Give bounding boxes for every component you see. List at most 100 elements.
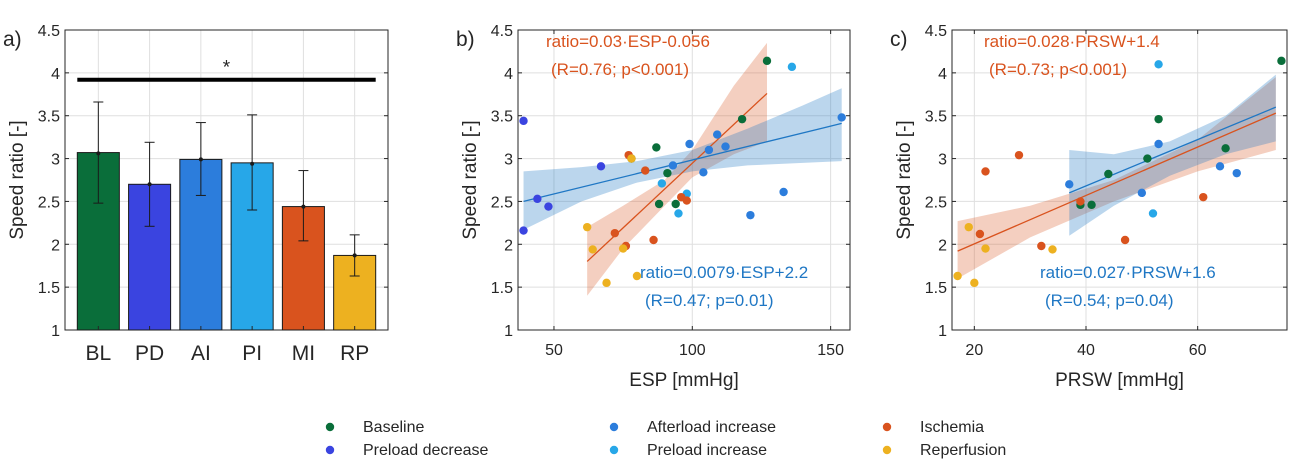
- point-ischemia: [1199, 192, 1208, 202]
- point-preload_increase: [1148, 209, 1158, 218]
- fit-stats-orange: (R=0.76; p<0.001): [551, 60, 689, 79]
- y-tick-label: 1: [51, 323, 60, 340]
- y-tick-label: 3.5: [925, 109, 947, 126]
- y-tick-label: 2: [504, 237, 513, 254]
- point-afterload_increase: [721, 142, 730, 151]
- point-afterload_increase: [1232, 168, 1241, 178]
- y-tick-label: 4: [51, 66, 60, 83]
- y-tick-label: 3: [938, 152, 947, 169]
- y-tick-label: 2.5: [925, 194, 947, 211]
- point-afterload_increase: [699, 168, 708, 177]
- panel-c: 1 1.5 2 2.5 3 3.5 4 4.5 Speed ratio [-] PRSW [mmH…: [890, 23, 1288, 391]
- y-tick-label: 2: [51, 237, 60, 254]
- x-tick-label: 40: [1077, 342, 1095, 359]
- point-reperfusion: [981, 244, 990, 253]
- y-tick-label: 1: [938, 323, 947, 340]
- x-axis-label: PRSW [mmHg]: [1055, 370, 1184, 391]
- y-tick-label: 4: [504, 66, 513, 83]
- mean-marker: [301, 204, 306, 209]
- panel-label: b): [456, 28, 475, 51]
- y-tick-label: 4.5: [925, 23, 947, 40]
- axes-frame: [64, 29, 389, 331]
- x-tick-label-RP: RP: [340, 342, 369, 365]
- y-tick-label: 1.5: [925, 280, 947, 297]
- mean-marker: [352, 253, 357, 258]
- y-tick-label: 4: [938, 66, 947, 83]
- point-preload_decrease: [596, 162, 606, 171]
- legend-label-afterload_increase: Afterload increase: [647, 419, 776, 436]
- x-axis-label: ESP [mmHg]: [629, 370, 738, 391]
- point-reperfusion: [627, 154, 636, 163]
- mean-marker: [198, 157, 203, 162]
- y-axis-label: Speed ratio [-]: [460, 120, 481, 239]
- point-baseline: [654, 199, 664, 209]
- point-ischemia: [981, 167, 990, 176]
- point-baseline: [671, 199, 680, 209]
- x-tick-label-MI: MI: [292, 342, 315, 365]
- y-tick-label: 3: [51, 152, 60, 169]
- x-tick-label-PD: PD: [135, 342, 164, 365]
- point-reperfusion: [1048, 245, 1057, 254]
- mean-marker: [250, 161, 255, 166]
- fit-equation-orange: ratio=0.03·ESP-0.056: [546, 32, 710, 51]
- point-baseline: [663, 168, 672, 178]
- point-afterload_increase: [1215, 162, 1225, 171]
- legend-label-ischemia: Ischemia: [920, 419, 984, 436]
- point-preload_increase: [1154, 60, 1163, 69]
- point-reperfusion: [602, 278, 611, 288]
- point-ischemia: [1120, 235, 1130, 245]
- y-axis-label: Speed ratio [-]: [7, 120, 28, 239]
- confidence-band-blue: [1069, 74, 1276, 236]
- point-preload_decrease: [519, 116, 528, 126]
- fit-stats-orange: (R=0.73; p<0.001): [989, 60, 1127, 79]
- point-baseline: [737, 114, 747, 124]
- x-tick-label: 60: [1189, 342, 1207, 359]
- point-ischemia: [610, 228, 620, 238]
- y-tick-label: 4.5: [38, 23, 60, 40]
- legend-marker-reperfusion: [882, 445, 892, 455]
- point-ischemia: [975, 229, 985, 239]
- legend-label-preload_decrease: Preload decrease: [363, 442, 489, 459]
- point-ischemia: [682, 196, 691, 205]
- point-afterload_increase: [713, 130, 722, 139]
- point-reperfusion: [588, 245, 597, 254]
- point-reperfusion: [618, 244, 628, 253]
- legend-marker-baseline: [325, 422, 335, 432]
- point-baseline: [1154, 114, 1163, 124]
- point-preload_decrease: [544, 202, 553, 211]
- y-tick-label: 3.5: [38, 109, 60, 126]
- point-preload_decrease: [533, 194, 542, 204]
- x-tick-label-PI: PI: [242, 342, 262, 365]
- point-baseline: [762, 56, 772, 66]
- y-tick-label: 1.5: [38, 280, 60, 297]
- y-tick-label: 1: [504, 323, 513, 340]
- y-tick-label: 2.5: [38, 194, 60, 211]
- legend-marker-preload_increase: [609, 445, 619, 455]
- legend: Baseline Preload decrease Afterload increa…: [325, 419, 1006, 459]
- axes-frame: [517, 29, 851, 331]
- point-baseline: [1104, 169, 1113, 179]
- fit-equation-blue: ratio=0.027·PRSW+1.6: [1040, 263, 1216, 282]
- y-tick-label: 3: [504, 152, 513, 169]
- point-afterload_increase: [704, 145, 714, 155]
- panel-label: a): [3, 28, 22, 51]
- point-afterload_increase: [1065, 180, 1074, 189]
- x-tick-label: 100: [679, 342, 706, 359]
- point-baseline: [1277, 56, 1286, 66]
- point-ischemia: [1014, 150, 1024, 160]
- point-preload_decrease: [519, 226, 528, 235]
- y-tick-label: 2.5: [491, 194, 513, 211]
- legend-marker-afterload_increase: [609, 422, 619, 432]
- point-afterload_increase: [837, 113, 846, 122]
- mean-marker: [96, 151, 101, 156]
- fit-equation-orange: ratio=0.028·PRSW+1.4: [984, 32, 1160, 51]
- legend-label-baseline: Baseline: [363, 419, 424, 436]
- point-afterload_increase: [746, 210, 755, 220]
- confidence-band-blue: [523, 88, 842, 230]
- confidence-band-orange: [587, 42, 767, 296]
- point-preload_increase: [787, 62, 797, 72]
- legend-label-reperfusion: Reperfusion: [920, 442, 1006, 459]
- fit-stats-blue: (R=0.47; p=0.01): [645, 291, 774, 310]
- point-baseline: [1143, 154, 1152, 163]
- point-reperfusion: [970, 278, 979, 288]
